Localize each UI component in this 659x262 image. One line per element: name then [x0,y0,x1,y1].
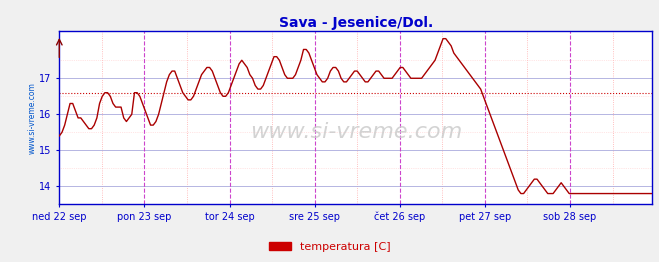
Title: Sava - Jesenice/Dol.: Sava - Jesenice/Dol. [279,16,433,30]
Y-axis label: www.si-vreme.com: www.si-vreme.com [28,82,36,154]
Text: www.si-vreme.com: www.si-vreme.com [250,122,462,142]
Legend: temperatura [C]: temperatura [C] [264,238,395,256]
